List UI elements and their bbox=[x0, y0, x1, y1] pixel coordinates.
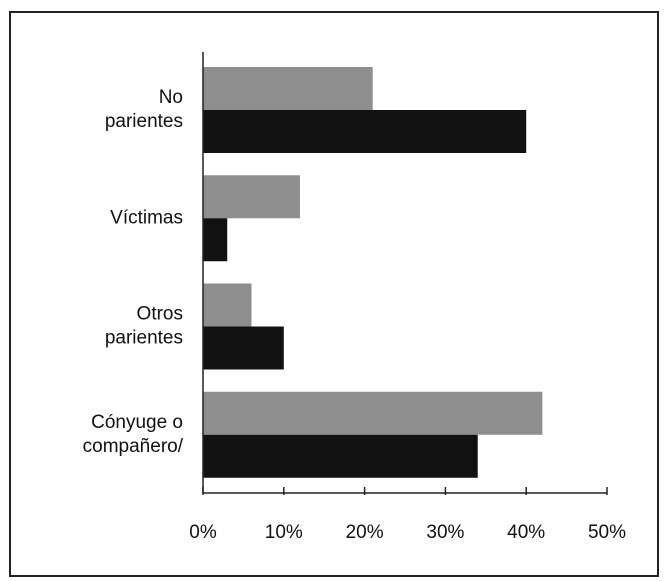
category-label: No parientes bbox=[105, 87, 183, 132]
category-label-line: parientes bbox=[105, 111, 183, 132]
category-label-line: Otros bbox=[137, 304, 183, 325]
x-tick-label: 0% bbox=[189, 522, 217, 543]
category-label: Cónyuge o compañero/ bbox=[83, 412, 184, 457]
bar bbox=[203, 175, 300, 219]
category-label-line: parientes bbox=[105, 328, 183, 349]
x-tick-label: 10% bbox=[265, 522, 303, 543]
category-label-line: Cónyuge o bbox=[91, 412, 183, 433]
bar bbox=[203, 110, 527, 153]
x-tick-label: 40% bbox=[507, 522, 545, 543]
bar bbox=[203, 391, 543, 435]
category-label: Víctimas bbox=[110, 207, 183, 228]
category-label-line: No bbox=[159, 87, 183, 108]
x-tick-label: 20% bbox=[346, 522, 384, 543]
bar bbox=[203, 283, 252, 327]
bar bbox=[203, 434, 478, 478]
bar bbox=[203, 67, 373, 110]
category-label-line: Víctimas bbox=[110, 207, 183, 228]
category-label: Otros parientes bbox=[105, 304, 183, 349]
category-label-line: compañero/ bbox=[83, 436, 184, 457]
bar bbox=[203, 218, 228, 262]
x-tick-label: 30% bbox=[426, 522, 464, 543]
bar bbox=[203, 326, 284, 370]
x-tick-label: 50% bbox=[588, 522, 626, 543]
frame bbox=[9, 11, 659, 577]
